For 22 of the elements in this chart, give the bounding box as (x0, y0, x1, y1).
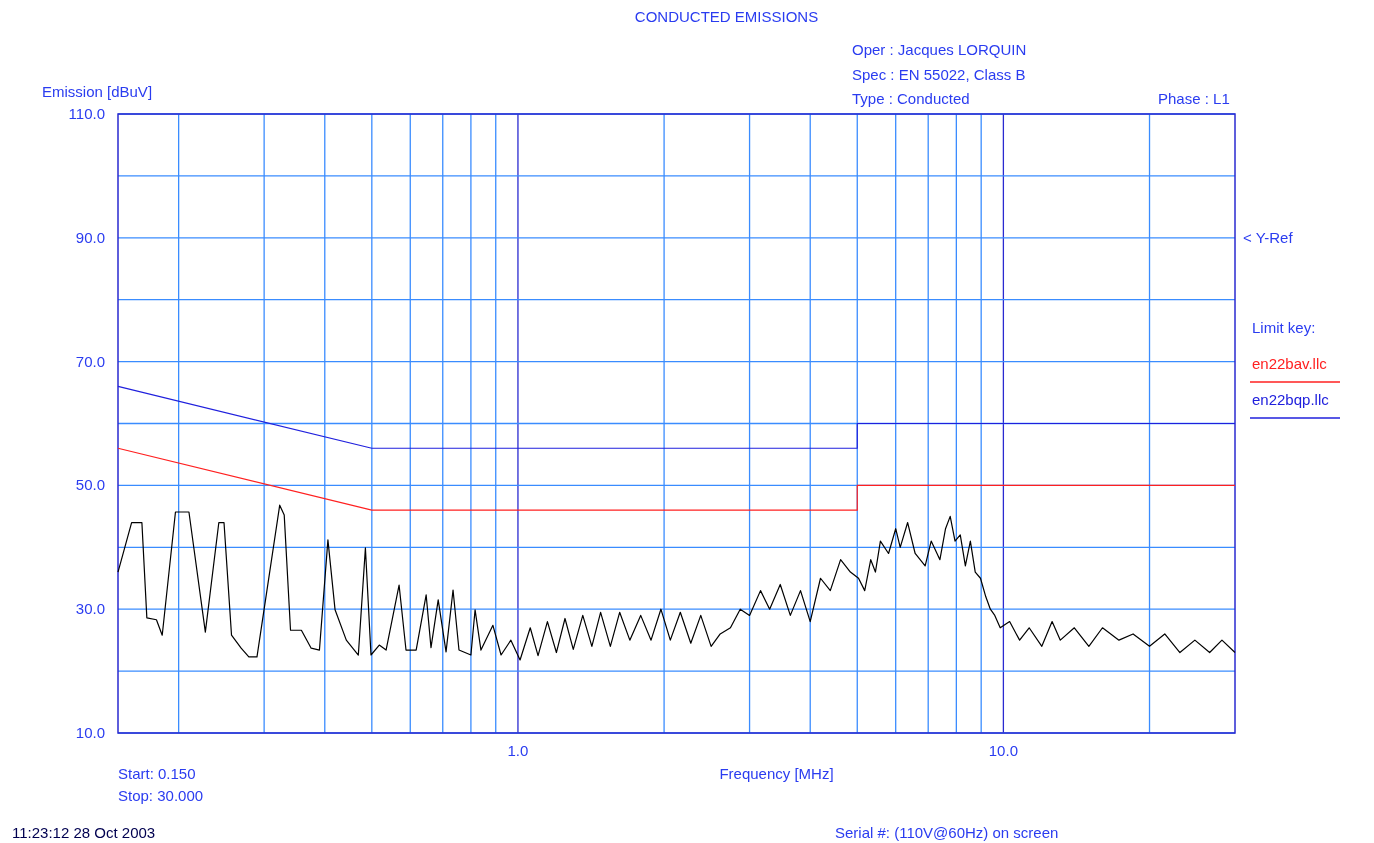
text: Start: 0.150 (118, 765, 196, 782)
y-axis-title: Emission [dBuV] (42, 83, 153, 100)
y-tick-label: 10.0 (75, 724, 105, 741)
text: Serial #: (110V@60Hz) on screen (835, 824, 1059, 841)
text: < Y-Ref (1243, 229, 1294, 246)
text: Stop: 30.000 (118, 787, 204, 804)
text: Spec : EN 55022, Class B (852, 66, 1026, 83)
text: Oper : Jacques LORQUIN (852, 41, 1027, 58)
x-tick-label: 1.0 (507, 742, 529, 759)
y-tick-label: 70.0 (75, 352, 105, 370)
y-tick-label: 30.0 (75, 600, 105, 618)
text: en22bav.llc (1252, 355, 1328, 372)
text: 11:23:12 28 Oct 2003 (12, 824, 156, 841)
y-tick-label: 50.0 (75, 476, 105, 494)
y-tick-label: 110.0 (68, 105, 105, 122)
legend-title: Limit key: (1252, 319, 1316, 336)
y-tick-label: 90.0 (75, 228, 105, 246)
series-label: en22bqp.llc (1252, 391, 1330, 408)
text: Phase : L1 (1158, 90, 1230, 107)
chart-title: CONDUCTED EMISSIONS (634, 8, 819, 25)
x-axis-title: Frequency [MHz] (719, 765, 834, 782)
text: Type : Conducted (852, 90, 970, 107)
